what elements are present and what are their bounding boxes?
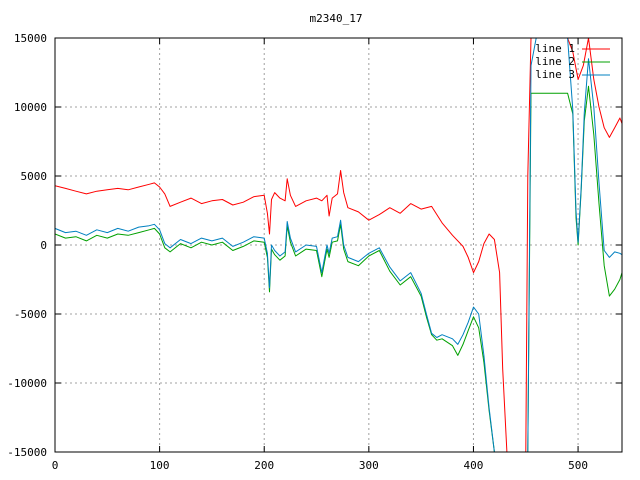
legend-label: line 3 <box>535 68 575 81</box>
y-tick-label: 0 <box>40 239 47 252</box>
chart-title: m2340_17 <box>310 12 363 25</box>
x-tick-label: 300 <box>359 459 379 472</box>
x-tick-label: 100 <box>150 459 170 472</box>
x-tick-label: 200 <box>254 459 274 472</box>
y-tick-label: -15000 <box>7 446 47 459</box>
series-line-1 <box>55 38 622 452</box>
series-line-3 <box>55 38 622 452</box>
x-tick-label: 0 <box>52 459 59 472</box>
legend-label: line 2 <box>535 55 575 68</box>
y-tick-label: -10000 <box>7 377 47 390</box>
y-tick-label: -5000 <box>14 308 47 321</box>
y-tick-label: 5000 <box>21 170 48 183</box>
x-tick-label: 400 <box>464 459 484 472</box>
y-tick-label: 10000 <box>14 101 47 114</box>
axis-ticks: 0 100 200 300 400 500 -15000 -10000 -5000 0 5000 10… <box>7 32 622 472</box>
series-line-2 <box>55 85 622 452</box>
series-layer <box>55 38 622 452</box>
y-tick-label: 15000 <box>14 32 47 45</box>
legend-label: line 1 <box>535 42 575 55</box>
x-tick-label: 500 <box>568 459 588 472</box>
